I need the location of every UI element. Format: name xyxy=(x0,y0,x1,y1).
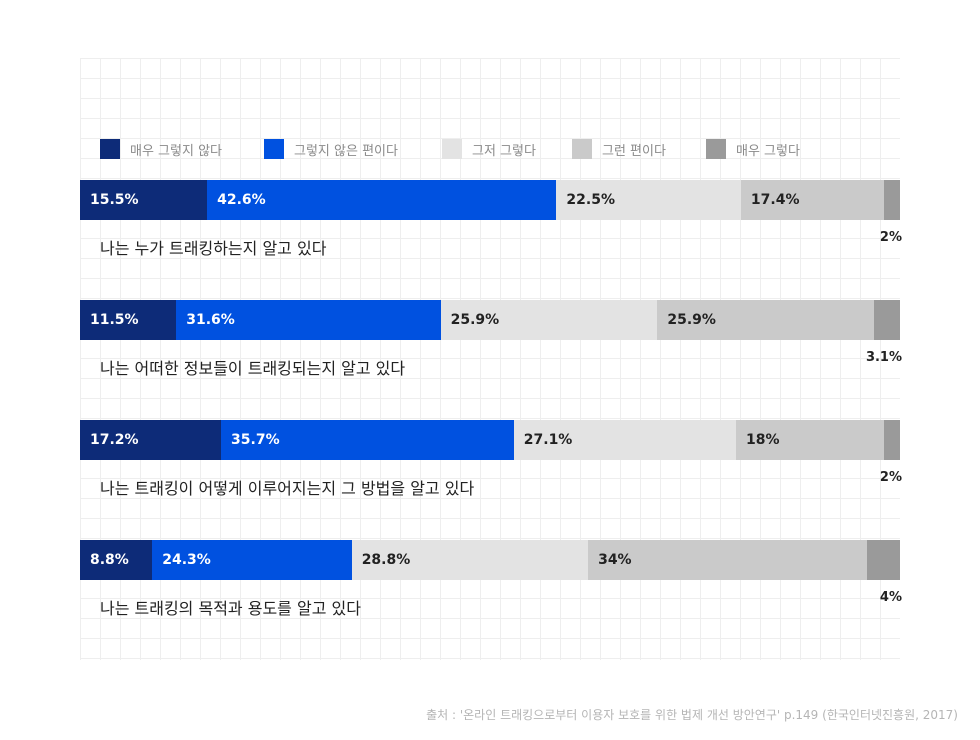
legend-label: 그런 편이다 xyxy=(602,143,666,159)
bar-segment xyxy=(740,180,884,220)
category-label: 나는 누가 트래킹하는지 알고 있다 xyxy=(100,239,327,258)
legend-item: 매우 그렇다 xyxy=(706,139,800,159)
data-label: 18% xyxy=(746,432,780,448)
data-label: 22.5% xyxy=(566,192,615,208)
legend-swatch xyxy=(264,139,284,159)
bar-row: 15.5% 42.6% 22.5% 17.4% xyxy=(80,180,900,220)
bar-segment xyxy=(556,180,741,220)
category-label: 나는 트래킹이 어떻게 이루어지는지 그 방법을 알고 있다 xyxy=(100,479,475,498)
bar-segment xyxy=(513,420,736,460)
data-label: 24.3% xyxy=(162,552,211,568)
bar-segment xyxy=(874,300,900,340)
bar-row: 8.8% 24.3% 28.8% 34% xyxy=(80,540,900,580)
data-label: 2% xyxy=(879,470,902,485)
legend-label: 매우 그렇지 않다 xyxy=(130,143,222,159)
data-label: 8.8% xyxy=(90,552,129,568)
legend-label: 그저 그렇다 xyxy=(472,143,536,159)
legend-swatch xyxy=(706,139,726,159)
data-label: 2% xyxy=(879,230,902,245)
category-label: 나는 어떠한 정보들이 트래킹되는지 알고 있다 xyxy=(100,359,406,378)
legend-item: 그렇지 않은 편이다 xyxy=(264,139,398,159)
bar-segment xyxy=(867,540,900,580)
bar-row: 11.5% 31.6% 25.9% 25.9% xyxy=(80,300,900,340)
bar-segment xyxy=(176,300,441,340)
legend-label: 그렇지 않은 편이다 xyxy=(294,143,398,159)
data-label: 4% xyxy=(879,590,902,605)
legend-item: 매우 그렇지 않다 xyxy=(100,139,222,159)
category-label: 나는 트래킹의 목적과 용도를 알고 있다 xyxy=(100,599,361,618)
bar-segment xyxy=(221,420,514,460)
legend-swatch xyxy=(100,139,120,159)
data-label: 11.5% xyxy=(90,312,139,328)
data-label: 25.9% xyxy=(450,312,500,328)
bar-segment xyxy=(588,540,868,580)
bar-row: 17.2% 35.7% 27.1% 18% xyxy=(80,420,900,460)
data-label: 27.1% xyxy=(523,432,573,448)
bar-segment xyxy=(440,300,658,340)
source-note: 출처 : '온라인 트래킹으로부터 이용자 보호를 위한 법제 개선 방안연구'… xyxy=(426,708,958,722)
data-label: 17.4% xyxy=(750,192,800,208)
bar-segment xyxy=(736,420,884,460)
data-label: 31.6% xyxy=(186,312,235,328)
bar-segment xyxy=(657,300,875,340)
bar-segment xyxy=(207,180,557,220)
legend-swatch xyxy=(572,139,592,159)
data-label: 15.5% xyxy=(90,192,139,208)
data-label: 25.9% xyxy=(667,312,716,328)
legend-swatch xyxy=(442,139,462,159)
data-label: 17.2% xyxy=(90,432,139,448)
legend-label: 매우 그렇다 xyxy=(736,143,800,159)
data-label: 3.1% xyxy=(865,350,902,365)
bar-segment xyxy=(351,540,589,580)
data-label: 35.7% xyxy=(231,432,280,448)
bar-segment xyxy=(80,540,153,580)
data-label: 42.6% xyxy=(217,192,266,208)
bar-segment xyxy=(80,180,208,220)
legend-item: 그저 그렇다 xyxy=(442,139,536,159)
bar-segment xyxy=(152,540,352,580)
data-label: 28.8% xyxy=(361,552,411,568)
bar-segment xyxy=(883,180,900,220)
bar-segment xyxy=(80,300,177,340)
legend-item: 그런 편이다 xyxy=(572,139,666,159)
bar-segment xyxy=(883,420,900,460)
data-label: 34% xyxy=(598,552,632,568)
bar-segment xyxy=(80,420,222,460)
